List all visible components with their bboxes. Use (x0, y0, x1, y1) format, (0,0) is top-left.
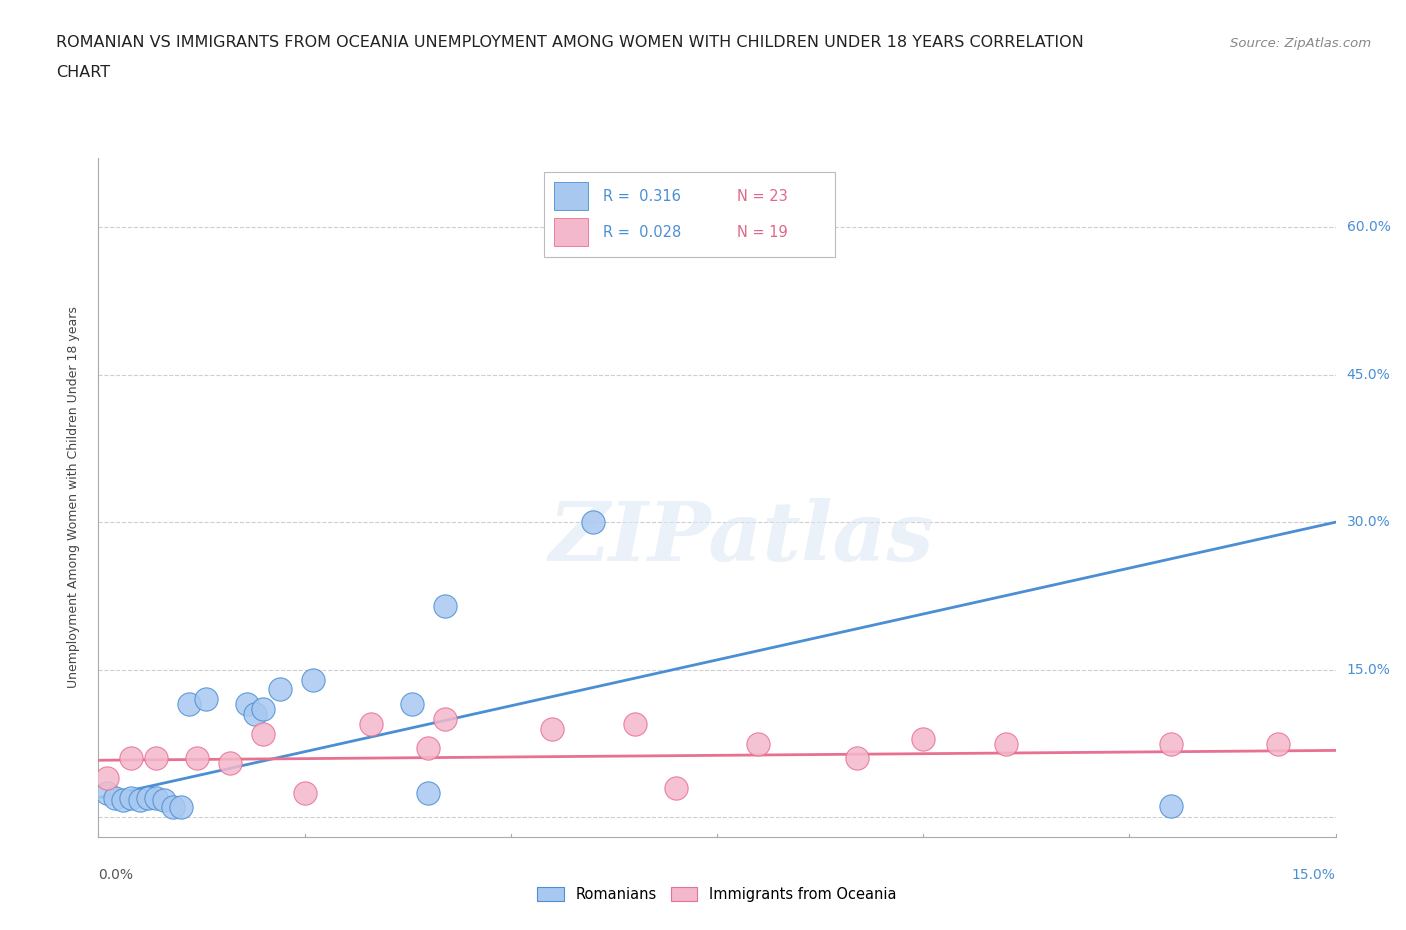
Text: N = 19: N = 19 (737, 225, 787, 240)
Point (96, 785, 118, 800)
FancyBboxPatch shape (544, 172, 835, 257)
Point (294, 785, 316, 800)
Text: ZIPatlas: ZIPatlas (550, 498, 935, 578)
Point (541, 722, 564, 737)
Text: 45.0%: 45.0% (1347, 367, 1391, 381)
Point (145, 751, 167, 765)
Point (252, 726, 274, 741)
Text: ROMANIAN VS IMMIGRANTS FROM OCEANIA UNEMPLOYMENT AMONG WOMEN WITH CHILDREN UNDER: ROMANIAN VS IMMIGRANTS FROM OCEANIA UNEM… (56, 35, 1084, 50)
Point (1160, 736, 1182, 751)
Point (170, 800, 193, 815)
Legend: Romanians, Immigrants from Oceania: Romanians, Immigrants from Oceania (531, 881, 903, 908)
Point (269, 682, 291, 697)
Point (623, 716, 645, 731)
Point (236, 697, 259, 711)
Point (433, 711, 456, 726)
Text: 15.0%: 15.0% (1292, 868, 1336, 882)
Point (433, 598, 456, 613)
Point (582, 514, 605, 529)
Point (96, 771, 118, 786)
Point (912, 731, 935, 746)
Point (747, 736, 769, 751)
Point (219, 756, 242, 771)
Point (846, 751, 869, 765)
Point (1267, 736, 1289, 751)
Y-axis label: Unemployment Among Women with Children Under 18 years: Unemployment Among Women with Children U… (67, 307, 80, 688)
Point (418, 741, 440, 756)
Point (1160, 798, 1182, 813)
Text: N = 23: N = 23 (737, 189, 787, 204)
Point (607, 219, 630, 234)
Point (104, 790, 127, 805)
Point (162, 800, 184, 815)
Text: 60.0%: 60.0% (1347, 220, 1391, 234)
Point (120, 751, 142, 765)
Point (179, 697, 201, 711)
Point (994, 736, 1017, 751)
Point (120, 790, 142, 805)
Point (243, 707, 266, 722)
Point (418, 785, 440, 800)
Point (186, 751, 208, 765)
Point (128, 792, 150, 807)
Point (665, 780, 688, 795)
Point (360, 716, 382, 731)
Text: 30.0%: 30.0% (1347, 515, 1391, 529)
FancyBboxPatch shape (554, 218, 588, 246)
FancyBboxPatch shape (554, 182, 588, 210)
Point (145, 790, 167, 805)
Text: Source: ZipAtlas.com: Source: ZipAtlas.com (1230, 37, 1371, 50)
Point (153, 792, 176, 807)
Text: 0.0%: 0.0% (98, 868, 134, 882)
Point (112, 792, 135, 807)
Text: R =  0.028: R = 0.028 (603, 225, 682, 240)
Text: CHART: CHART (56, 65, 110, 80)
Point (136, 790, 159, 805)
Text: R =  0.316: R = 0.316 (603, 189, 681, 204)
Point (302, 672, 325, 687)
Text: 15.0%: 15.0% (1347, 663, 1391, 677)
Point (194, 692, 217, 707)
Point (401, 697, 423, 711)
Point (252, 701, 274, 716)
